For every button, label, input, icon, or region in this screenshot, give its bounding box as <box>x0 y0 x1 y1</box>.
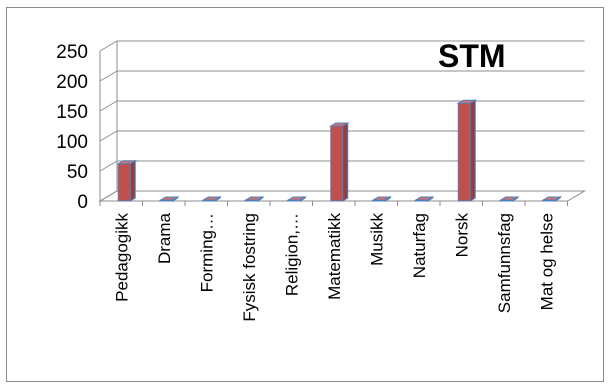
category-label: Pedagogikk <box>112 213 131 302</box>
category-label: Samfunnsfag <box>495 213 514 313</box>
category-label: Norsk <box>452 213 471 258</box>
category-label: Fysisk fostring <box>240 213 259 322</box>
category-label: Mat og helse <box>537 213 556 310</box>
bar <box>457 102 471 202</box>
bar <box>330 125 344 202</box>
gridline-connector <box>99 160 118 172</box>
category-label: Musikk <box>367 213 386 266</box>
y-tick-label: 100 <box>56 132 88 153</box>
category-label: Naturfag <box>410 213 429 278</box>
y-tick-label: 150 <box>56 102 88 123</box>
y-tick-label: 50 <box>67 162 88 183</box>
y-tick-label: 200 <box>56 72 88 93</box>
bar-side <box>554 196 561 202</box>
bar-side <box>214 196 221 202</box>
chart-title: STM <box>438 38 506 74</box>
chart-frame <box>6 7 604 382</box>
bar-side <box>427 196 434 202</box>
bar-side <box>129 159 136 202</box>
category-label: Religion,… <box>282 213 301 296</box>
bar-side <box>384 196 391 202</box>
y-tick-label: 0 <box>77 192 88 213</box>
gridline-connector <box>99 70 118 82</box>
category-label: Drama <box>155 212 174 264</box>
gridline-connector <box>99 130 118 142</box>
bar-side <box>342 122 349 202</box>
gridline-connector <box>99 100 118 112</box>
chart-floor <box>98 190 587 202</box>
gridline-connector <box>99 40 118 52</box>
bar <box>117 163 131 202</box>
bar-side <box>257 196 264 202</box>
y-tick-label: 250 <box>56 42 88 63</box>
category-label: Forming… <box>197 213 216 292</box>
bar-side <box>512 196 519 202</box>
bar-side <box>299 196 306 202</box>
category-label: Matematikk <box>325 213 344 300</box>
bar-side <box>469 99 476 202</box>
bar-side <box>172 196 179 202</box>
